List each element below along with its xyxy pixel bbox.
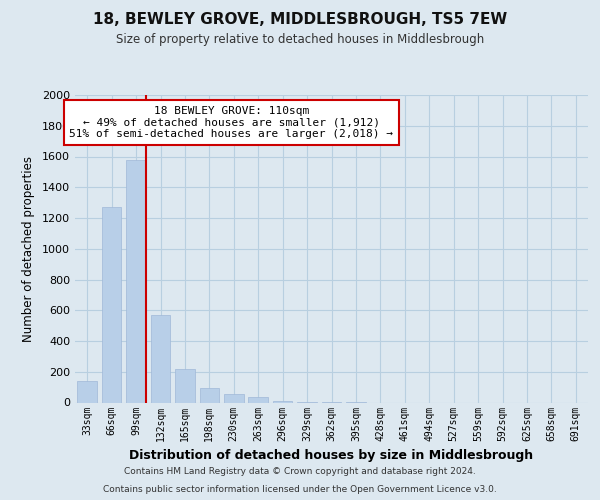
- Text: 18, BEWLEY GROVE, MIDDLESBROUGH, TS5 7EW: 18, BEWLEY GROVE, MIDDLESBROUGH, TS5 7EW: [93, 12, 507, 28]
- Text: 18 BEWLEY GROVE: 110sqm
← 49% of detached houses are smaller (1,912)
51% of semi: 18 BEWLEY GROVE: 110sqm ← 49% of detache…: [70, 106, 394, 139]
- Bar: [248, 397, 268, 402]
- Text: Size of property relative to detached houses in Middlesbrough: Size of property relative to detached ho…: [116, 32, 484, 46]
- Text: Contains HM Land Registry data © Crown copyright and database right 2024.: Contains HM Land Registry data © Crown c…: [124, 467, 476, 476]
- Text: Contains public sector information licensed under the Open Government Licence v3: Contains public sector information licen…: [103, 485, 497, 494]
- Bar: [224, 394, 244, 402]
- Bar: [127, 160, 146, 402]
- Bar: [102, 207, 121, 402]
- Bar: [77, 381, 97, 402]
- X-axis label: Distribution of detached houses by size in Middlesbrough: Distribution of detached houses by size …: [130, 449, 533, 462]
- Bar: [273, 401, 292, 402]
- Bar: [200, 388, 219, 402]
- Y-axis label: Number of detached properties: Number of detached properties: [22, 156, 35, 342]
- Bar: [175, 370, 194, 402]
- Bar: [151, 315, 170, 402]
